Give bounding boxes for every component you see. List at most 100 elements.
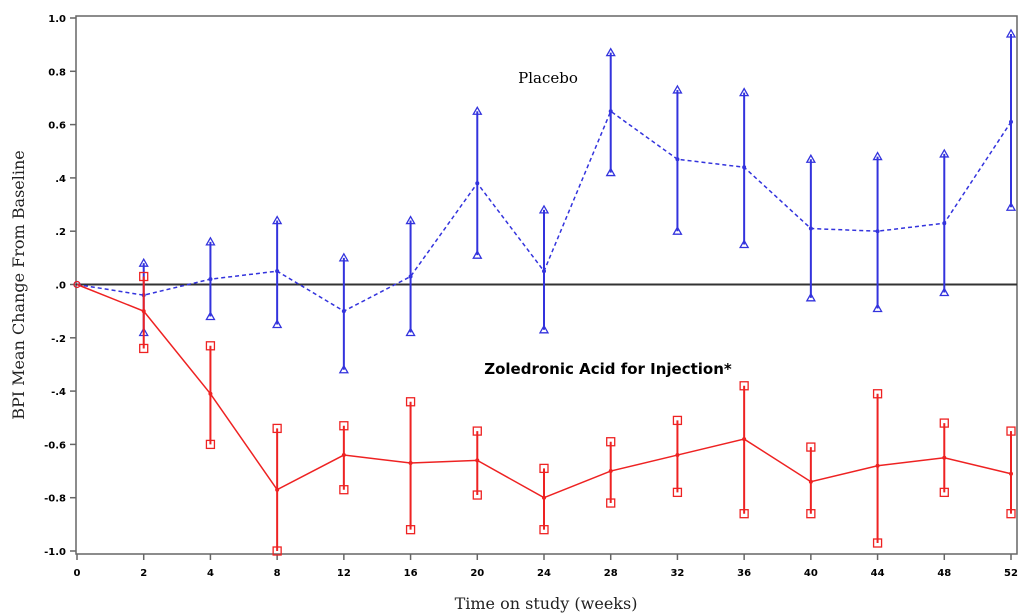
data-point: [341, 453, 346, 458]
y-tick-label: .0: [55, 281, 66, 292]
x-axis-title: Time on study (weeks): [455, 594, 638, 613]
error-cap-marker: [672, 225, 683, 235]
zoledronic-annotation: Zoledronic Acid for Injection*: [484, 360, 732, 378]
data-point: [742, 165, 747, 170]
data-point: [875, 229, 880, 234]
error-cap-marker: [606, 437, 616, 447]
data-point: [475, 458, 480, 463]
data-point: [742, 437, 747, 442]
baseline-point: [73, 280, 81, 289]
error-cap-marker: [872, 389, 883, 399]
x-tick-label: 0: [74, 568, 81, 579]
data-point: [542, 269, 546, 274]
error-cap-marker: [872, 538, 883, 548]
data-point: [608, 469, 613, 474]
error-cap-marker: [739, 509, 749, 519]
x-axis-ticks: 0 2 4 8 12 16 20 24 28 32 36 40 44 48 52: [74, 554, 1018, 579]
error-cap-marker: [472, 490, 482, 500]
error-cap-marker: [339, 485, 349, 495]
error-cap-marker: [205, 439, 216, 450]
error-cap-marker: [739, 87, 750, 97]
error-cap-marker: [405, 525, 416, 535]
x-tick-label: 40: [804, 568, 818, 579]
error-cap-marker: [405, 397, 416, 407]
error-cap-marker: [405, 327, 416, 337]
error-cap-marker: [806, 442, 816, 452]
x-tick-label: 12: [337, 568, 351, 579]
error-cap-marker: [405, 215, 416, 225]
data-point: [475, 181, 480, 186]
data-point: [942, 221, 947, 226]
error-cap-marker: [672, 84, 683, 94]
series-layer: [73, 28, 1017, 556]
y-tick-label: .4: [55, 174, 66, 185]
error-cap-marker: [1005, 201, 1017, 211]
error-cap-marker: [538, 324, 550, 334]
x-tick-label: 2: [140, 568, 147, 579]
error-cap-marker: [138, 257, 149, 267]
error-cap-marker: [872, 303, 883, 313]
y-tick-label: -0.8: [44, 494, 66, 505]
y-tick-label: 0.6: [48, 121, 66, 132]
x-tick-label: 8: [274, 568, 281, 579]
error-cap-marker: [739, 239, 750, 249]
error-cap-marker: [539, 525, 549, 535]
placebo-annotation: Placebo: [518, 69, 578, 87]
data-point: [275, 269, 280, 274]
error-cap-marker: [139, 271, 149, 282]
series-placebo: [73, 28, 1017, 374]
data-point: [208, 277, 213, 282]
y-axis-title: BPI Mean Change From Baseline: [9, 150, 28, 420]
error-cap-marker: [472, 426, 482, 436]
data-point: [542, 495, 546, 500]
error-cap-marker: [272, 546, 282, 556]
x-tick-label: 20: [470, 568, 484, 579]
x-tick-label: 16: [404, 568, 418, 579]
error-cap-marker: [939, 148, 950, 158]
error-cap-marker: [272, 319, 283, 329]
error-cap-marker: [605, 167, 616, 177]
x-tick-label: 4: [207, 568, 214, 579]
error-cap-marker: [139, 343, 149, 354]
y-tick-label: -.2: [51, 334, 66, 345]
error-cap-marker: [606, 498, 616, 508]
x-tick-label: 24: [537, 568, 551, 579]
error-cap-marker: [339, 421, 349, 431]
error-cap-marker: [538, 204, 550, 214]
error-cap-marker: [939, 418, 949, 428]
y-tick-label: -.4: [51, 387, 66, 398]
y-tick-label: .2: [55, 227, 66, 238]
x-tick-label: 28: [604, 568, 618, 579]
x-tick-label: 32: [670, 568, 684, 579]
error-cap-marker: [205, 311, 216, 321]
error-cap-marker: [1006, 426, 1016, 436]
error-cap-marker: [805, 153, 816, 163]
error-cap-marker: [1005, 28, 1017, 38]
error-cap-marker: [1006, 509, 1016, 519]
data-point: [141, 309, 146, 314]
y-tick-label: 0.8: [48, 67, 66, 78]
error-cap-marker: [272, 423, 282, 434]
y-axis-ticks: 1.0 0.8 0.6 .4 .2 .0 -.2 -.4 -0.6 -0.8 -1.0: [44, 14, 76, 558]
error-cap-marker: [472, 249, 483, 259]
y-tick-label: -1.0: [44, 547, 66, 558]
data-point: [608, 109, 613, 114]
x-tick-label: 48: [937, 568, 951, 579]
error-cap-marker: [338, 364, 349, 374]
data-point: [275, 487, 280, 492]
data-point: [1009, 119, 1013, 124]
error-cap-marker: [272, 215, 283, 225]
x-tick-label: 36: [737, 568, 751, 579]
x-tick-label: 44: [871, 568, 885, 579]
data-point: [675, 157, 680, 162]
error-cap-marker: [939, 287, 950, 297]
error-cap-marker: [472, 105, 483, 115]
error-cap-marker: [605, 47, 616, 57]
data-point: [675, 453, 680, 458]
y-tick-label: -0.6: [44, 440, 66, 451]
data-point: [808, 479, 813, 484]
error-cap-marker: [205, 341, 216, 351]
error-cap-marker: [872, 151, 883, 161]
error-cap-marker: [805, 292, 816, 302]
x-tick-label: 52: [1004, 568, 1018, 579]
